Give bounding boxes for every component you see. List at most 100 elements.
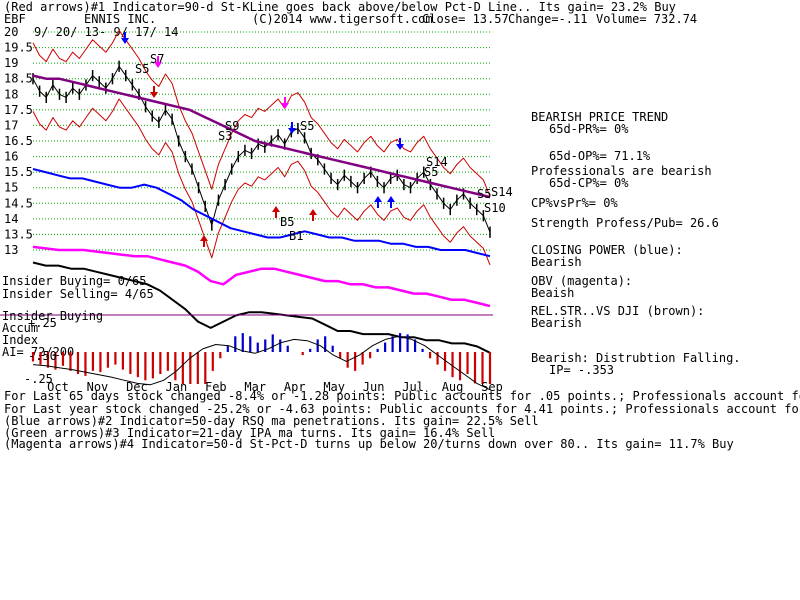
accum-label: Accum [2,321,38,335]
signal-label: S14 [491,185,513,199]
month-tick-label: Dec [126,380,148,394]
signal-label: S3 [218,129,232,143]
rel-str-line [32,261,491,354]
month-tick-label: Oct [47,380,69,394]
signal-arrow-head [396,144,404,150]
signal-arrow-head [309,209,317,215]
obv-value: Beaish [531,286,574,300]
signal-arrow-head [200,235,208,241]
price-tick-label: 19 [4,56,18,70]
lower-band-line [32,98,491,266]
month-tick-label: Jun [363,380,385,394]
index-label: Index [2,333,38,347]
op-label: 65d-OP%= 71.1% [549,149,651,163]
signal-arrow-head [272,206,280,212]
month-tick-label: Apr [284,380,306,394]
trading-bands [32,29,491,266]
price-line [32,65,491,233]
series-layer [32,60,491,354]
signal-label: S5 [424,165,438,179]
footer-green-arrows: (Green arrows)#3 Indicator=21-day IPA ma… [4,426,495,440]
upper-band-line [32,29,491,197]
signal-arrow-head [150,92,158,98]
insider-selling-count: Insider Selling= 4/65 [2,287,154,301]
signal-arrow-head [154,62,162,68]
price-tick-label: 19.5 [4,41,33,55]
cp-label: 65d-CP%= 0% [549,176,629,190]
month-tick-label: Nov [87,380,109,394]
signal-arrow-head [121,38,129,44]
close-price: Close= 13.57 [422,12,509,26]
accum-tick-label: +.25 [28,316,57,330]
price-tick-label: 15 [4,181,18,195]
month-tick-label: Feb [205,380,227,394]
month-tick-label: Jul [402,380,424,394]
accum-index-panel: +.25 -.50 -.25 [24,316,492,391]
month-tick-label: Mar [244,380,266,394]
price-tick-label: 20 [4,25,18,39]
company-name: ENNIS INC. [84,12,156,26]
price-tick-label: 16.5 [4,134,33,148]
month-axis: Oct Nov Dec Jan Feb Mar Apr May Jun Jul Aug Sep [47,380,503,394]
ma-line [32,74,491,199]
date-range: 9/ 20/ 13- 9/ 17/ 14 [34,25,179,39]
signal-arrow-head [281,103,289,109]
signal-label: B1 [289,229,303,243]
price-tick-label: 16 [4,150,18,164]
closing-power-value: Bearish [531,255,582,269]
footer-magenta-arrows: (Magenta arrows)#4 Indicator=50-d St-Pct… [4,437,734,451]
pr-label: 65d-PR%= 0% [549,122,629,136]
insider-buying-label: Insider Buying [2,309,103,323]
insider-buying-count: Insider Buying= 0/65 [2,274,147,288]
price-tick-label: 13.5 [4,227,33,241]
footer-65d-change: For Last 65 days stock changed -8.4% or … [4,389,800,403]
signal-label: S9 [225,119,239,133]
price-tick-label: 13 [4,243,18,257]
copyright: (C)2014 www.tigersoft.com [252,12,433,26]
price-tick-label: 18.5 [4,72,33,86]
price-tick-label: 14.5 [4,196,33,210]
price-tick-label: 15.5 [4,165,33,179]
closing-power-label: CLOSING POWER (blue): [531,243,683,257]
month-tick-label: Aug [442,380,464,394]
volume: Volume= 732.74 [596,12,697,26]
signal-label: S14 [426,155,448,169]
relstr-label: REL.STR..VS DJI (brown): [531,304,704,318]
signal-arrow-head [288,128,296,134]
price-tick-label: 17 [4,118,18,132]
relstr-value: Bearish [531,316,582,330]
price-tick-label: 14 [4,212,18,226]
month-tick-label: May [323,380,345,394]
obv-label: OBV (magenta): [531,274,632,288]
footer-year-change: For Last year stock changed -25.2% or -4… [4,402,800,416]
signal-label: B5 [280,215,294,229]
signal-label: S5 [135,62,149,76]
ticker-symbol: EBF [4,12,26,26]
price-tick-label: 18 [4,87,18,101]
strength-label: Strength Profess/Pub= 26.6 [531,216,719,230]
month-tick-label: Sep [481,380,503,394]
obv-line [32,245,491,308]
price-axis: 2019.51918.51817.51716.51615.51514.51413… [4,25,33,257]
trend-label: BEARISH PRICE TREND [531,110,668,124]
cpvspr-label: CP%vsPr%= 0% [531,196,618,210]
accum-tick-label: -.25 [24,372,53,386]
signal-label: S5 [300,119,314,133]
pros-bearish-label: Professionals are bearish [531,164,712,178]
accum-tick-label: -.50 [28,349,57,363]
price-grid [33,31,490,251]
price-change: Change=-.11 [508,12,587,26]
accum-ma-line [32,335,491,391]
signal-label: S10 [484,201,506,215]
price-tick-label: 17.5 [4,103,33,117]
ip-label: IP= -.353 [549,363,614,377]
distribution-label: Bearish: Distrubtion Falling. [531,351,741,365]
signal-arrow-head [374,196,382,202]
footer-blue-arrows: (Blue arrows)#2 Indicator=50-day RSQ ma … [4,414,539,428]
signal-arrow-head [387,196,395,202]
closing-power-line [32,168,491,258]
header-indicator-1: (Red arrows)#1 Indicator=90-d St-KLine g… [4,0,676,14]
signal-layer: S5S7S9S3S5B5B1S14S5S5S14S10 [121,32,513,247]
month-tick-label: Jan [166,380,188,394]
